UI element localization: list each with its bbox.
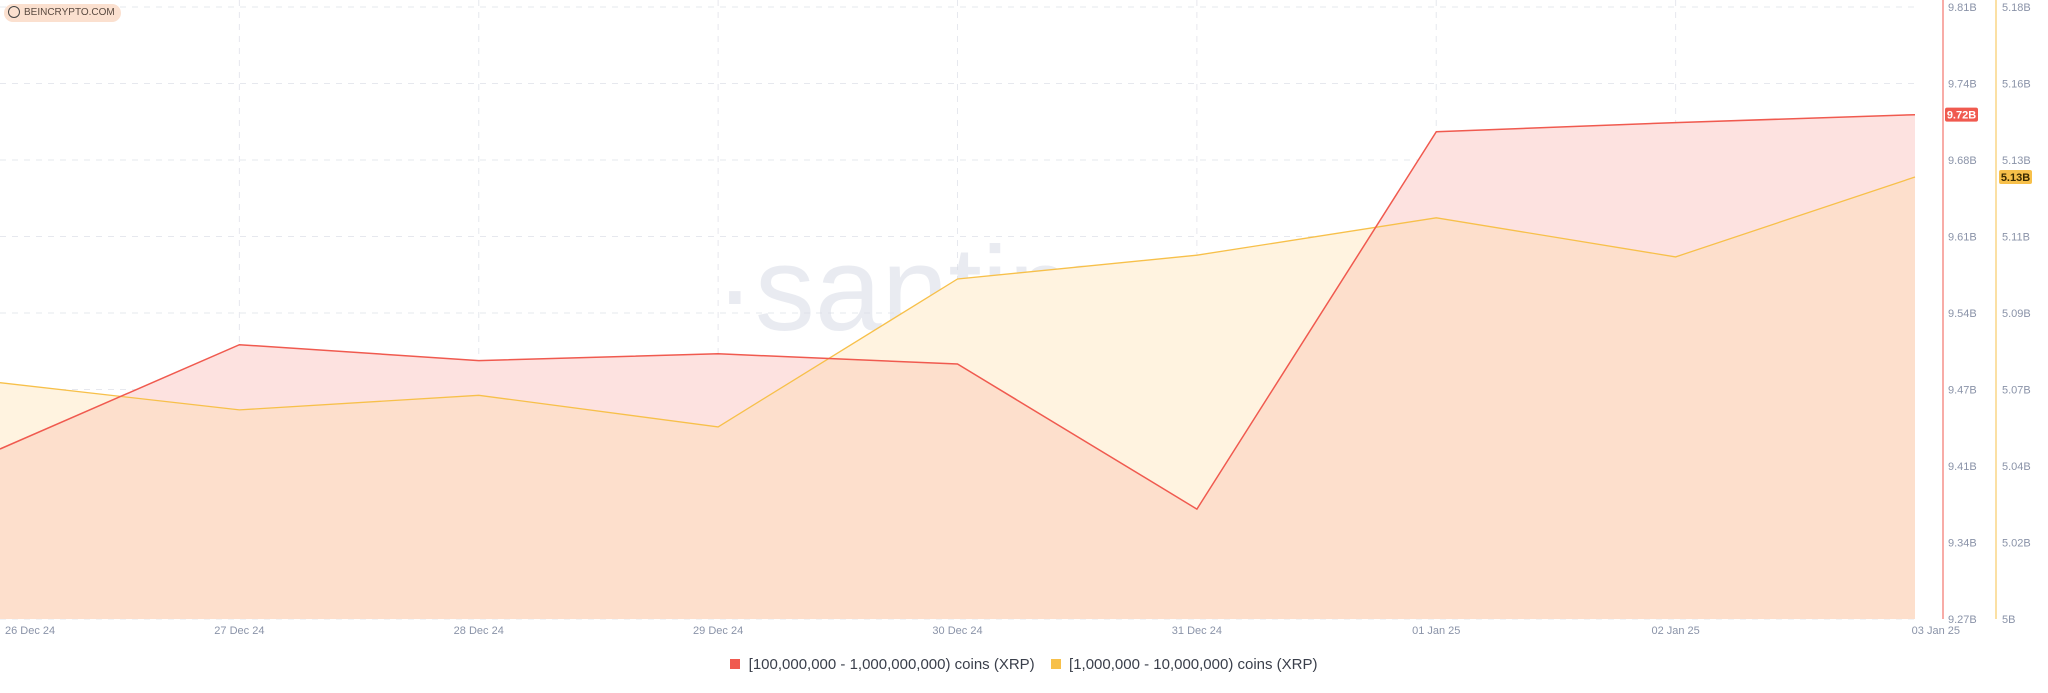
right-tick-label: 5.09B	[2002, 308, 2031, 320]
axes	[1942, 0, 1997, 619]
line-series-a	[0, 113, 1916, 511]
source-badge-text: BEINCRYPTO.COM	[24, 7, 115, 18]
right-tick-label: 5.16B	[2002, 79, 2031, 91]
left-tick-label: 9.68B	[1948, 155, 1977, 167]
right-tick-label: 5.11B	[2002, 232, 2030, 244]
x-tick-label: 28 Dec 24	[454, 625, 504, 637]
legend: [100,000,000 - 1,000,000,000) coins (XRP…	[0, 656, 2048, 673]
legend-label-b: [1,000,000 - 10,000,000) coins (XRP)	[1069, 656, 1318, 673]
last-value-label-a: 9.72B	[1947, 110, 1976, 122]
x-tick-label: 01 Jan 25	[1412, 625, 1460, 637]
x-tick-label: 31 Dec 24	[1172, 625, 1222, 637]
line-series-b	[0, 176, 1916, 428]
last-value-badge-b	[1999, 170, 2032, 184]
x-tick-label: 03 Jan 25	[1912, 625, 1960, 637]
right-tick-label: 5.04B	[2002, 461, 2031, 473]
globe-icon	[8, 6, 20, 18]
area-overlap	[0, 177, 1915, 619]
left-tick-label: 9.41B	[1948, 461, 1977, 473]
left-tick-label: 9.27B	[1948, 614, 1977, 626]
x-tick-label: 02 Jan 25	[1651, 625, 1699, 637]
x-tick-label: 29 Dec 24	[693, 625, 743, 637]
right-tick-label: 5B	[2002, 614, 2015, 626]
x-tick-label: 27 Dec 24	[214, 625, 264, 637]
source-badge: BEINCRYPTO.COM	[4, 4, 121, 22]
left-tick-label: 9.81B	[1948, 2, 1977, 14]
right-tick-label: 5.02B	[2002, 538, 2031, 550]
last-value-label-b: 5.13B	[2001, 172, 2030, 184]
legend-item-a[interactable]: [100,000,000 - 1,000,000,000) coins (XRP…	[730, 656, 1035, 673]
right-axis-ticks: 5.18B 5.16B 5.13B 5.11B 5.09B 5.07B 5.04B 5.02B…	[2002, 2, 2031, 626]
left-tick-label: 9.34B	[1948, 538, 1977, 550]
legend-item-b[interactable]: [1,000,000 - 10,000,000) coins (XRP)	[1050, 656, 1318, 673]
legend-swatch-b	[1050, 659, 1061, 670]
last-value-badge-a	[1945, 107, 1978, 122]
left-tick-label: 9.54B	[1948, 308, 1977, 320]
series-areas	[0, 114, 1915, 619]
x-tick-label: 26 Dec 24	[5, 625, 55, 637]
x-tick-label: 30 Dec 24	[932, 625, 982, 637]
x-axis-ticks: 26 Dec 24 27 Dec 24 28 Dec 24 29 Dec 24 30 D…	[5, 625, 1960, 637]
right-tick-label: 5.07B	[2002, 385, 2031, 397]
right-tick-label: 5.18B	[2002, 2, 2031, 14]
left-axis-ticks: 9.81B 9.74B 9.68B 9.61B 9.54B 9.47B 9.41B 9.34B…	[1948, 2, 1977, 626]
legend-label-a: [100,000,000 - 1,000,000,000) coins (XRP…	[748, 656, 1035, 673]
right-tick-label: 5.13B	[2002, 155, 2031, 167]
left-tick-label: 9.74B	[1948, 79, 1977, 91]
last-value-markers: 9.72B 5.13B	[1945, 107, 2032, 184]
left-tick-label: 9.61B	[1948, 232, 1977, 244]
series-lines	[0, 113, 1916, 511]
left-tick-label: 9.47B	[1948, 385, 1977, 397]
legend-swatch-a	[730, 659, 741, 670]
